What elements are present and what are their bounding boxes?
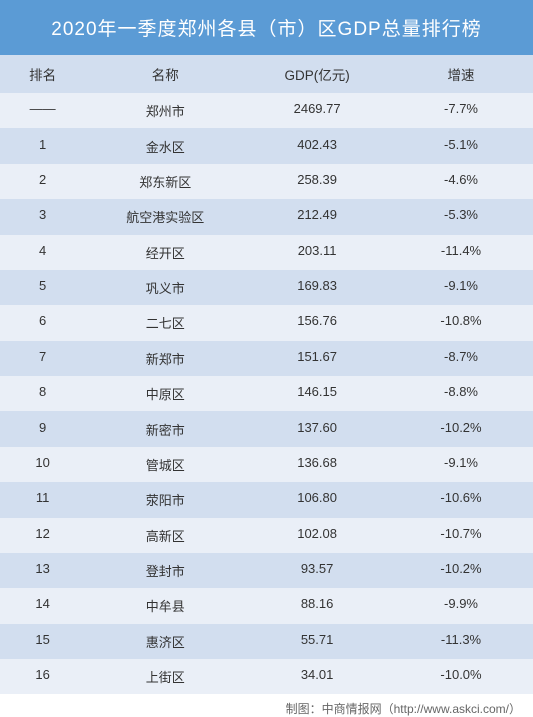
cell-gdp: 102.08 (245, 526, 389, 545)
cell-name: 巩义市 (85, 278, 245, 297)
table-row: 14中牟县88.16-9.9% (0, 588, 533, 623)
table-row: 2郑东新区258.39-4.6% (0, 164, 533, 199)
cell-name: 管城区 (85, 455, 245, 474)
cell-rank: —— (0, 101, 85, 120)
table-row: 10管城区136.68-9.1% (0, 447, 533, 482)
cell-gdp: 2469.77 (245, 101, 389, 120)
cell-name: 郑东新区 (85, 172, 245, 191)
cell-growth: -8.8% (389, 384, 533, 403)
cell-rank: 14 (0, 596, 85, 615)
cell-name: 金水区 (85, 137, 245, 156)
cell-growth: -10.0% (389, 667, 533, 686)
table-row: 4经开区203.11-11.4% (0, 235, 533, 270)
cell-growth: -10.8% (389, 313, 533, 332)
cell-name: 荥阳市 (85, 490, 245, 509)
cell-rank: 13 (0, 561, 85, 580)
table-row: 1金水区402.43-5.1% (0, 128, 533, 163)
header-growth: 增速 (389, 64, 533, 84)
cell-gdp: 169.83 (245, 278, 389, 297)
cell-rank: 1 (0, 137, 85, 156)
cell-rank: 6 (0, 313, 85, 332)
table-header-row: 排名 名称 GDP(亿元) 增速 (0, 55, 533, 93)
table-row: 9新密市137.60-10.2% (0, 411, 533, 446)
cell-rank: 8 (0, 384, 85, 403)
cell-growth: -11.4% (389, 243, 533, 262)
cell-name: 上街区 (85, 667, 245, 686)
table-body: ——郑州市2469.77-7.7%1金水区402.43-5.1%2郑东新区258… (0, 93, 533, 694)
cell-name: 经开区 (85, 243, 245, 262)
cell-growth: -10.2% (389, 420, 533, 439)
cell-growth: -9.1% (389, 455, 533, 474)
cell-gdp: 203.11 (245, 243, 389, 262)
cell-name: 二七区 (85, 313, 245, 332)
cell-rank: 2 (0, 172, 85, 191)
table-row: 16上街区34.01-10.0% (0, 659, 533, 694)
cell-growth: -9.9% (389, 596, 533, 615)
cell-gdp: 151.67 (245, 349, 389, 368)
table-row: 5巩义市169.83-9.1% (0, 270, 533, 305)
ranking-table: 2020年一季度郑州各县（市）区GDP总量排行榜 排名 名称 GDP(亿元) 增… (0, 0, 533, 717)
cell-rank: 11 (0, 490, 85, 509)
header-name: 名称 (85, 64, 245, 84)
table-row: 3航空港实验区212.49-5.3% (0, 199, 533, 234)
footer-credit: 制图：中商情报网（http://www.askci.com/） (0, 694, 533, 717)
cell-gdp: 106.80 (245, 490, 389, 509)
cell-gdp: 156.76 (245, 313, 389, 332)
cell-name: 登封市 (85, 561, 245, 580)
cell-rank: 7 (0, 349, 85, 368)
cell-growth: -10.6% (389, 490, 533, 509)
cell-name: 航空港实验区 (85, 207, 245, 226)
cell-growth: -7.7% (389, 101, 533, 120)
table-row: 11荥阳市106.80-10.6% (0, 482, 533, 517)
cell-gdp: 136.68 (245, 455, 389, 474)
table-row: 7新郑市151.67-8.7% (0, 341, 533, 376)
cell-gdp: 137.60 (245, 420, 389, 439)
cell-gdp: 212.49 (245, 207, 389, 226)
cell-gdp: 258.39 (245, 172, 389, 191)
cell-rank: 9 (0, 420, 85, 439)
table-row: 6二七区156.76-10.8% (0, 305, 533, 340)
cell-growth: -11.3% (389, 632, 533, 651)
table-title: 2020年一季度郑州各县（市）区GDP总量排行榜 (0, 0, 533, 55)
cell-growth: -5.1% (389, 137, 533, 156)
cell-gdp: 93.57 (245, 561, 389, 580)
cell-rank: 4 (0, 243, 85, 262)
cell-rank: 10 (0, 455, 85, 474)
cell-name: 中原区 (85, 384, 245, 403)
cell-growth: -5.3% (389, 207, 533, 226)
cell-gdp: 55.71 (245, 632, 389, 651)
cell-growth: -8.7% (389, 349, 533, 368)
cell-rank: 5 (0, 278, 85, 297)
table-row: 8中原区146.15-8.8% (0, 376, 533, 411)
cell-gdp: 88.16 (245, 596, 389, 615)
cell-gdp: 34.01 (245, 667, 389, 686)
table-row: 15惠济区55.71-11.3% (0, 624, 533, 659)
header-rank: 排名 (0, 64, 85, 84)
cell-name: 郑州市 (85, 101, 245, 120)
table-row: 13登封市93.57-10.2% (0, 553, 533, 588)
cell-name: 新密市 (85, 420, 245, 439)
cell-growth: -4.6% (389, 172, 533, 191)
table-row: ——郑州市2469.77-7.7% (0, 93, 533, 128)
cell-name: 高新区 (85, 526, 245, 545)
cell-name: 惠济区 (85, 632, 245, 651)
table-row: 12高新区102.08-10.7% (0, 518, 533, 553)
cell-rank: 16 (0, 667, 85, 686)
cell-gdp: 402.43 (245, 137, 389, 156)
cell-gdp: 146.15 (245, 384, 389, 403)
cell-rank: 3 (0, 207, 85, 226)
cell-rank: 15 (0, 632, 85, 651)
cell-growth: -10.2% (389, 561, 533, 580)
cell-growth: -9.1% (389, 278, 533, 297)
cell-growth: -10.7% (389, 526, 533, 545)
cell-name: 中牟县 (85, 596, 245, 615)
cell-name: 新郑市 (85, 349, 245, 368)
cell-rank: 12 (0, 526, 85, 545)
header-gdp: GDP(亿元) (245, 64, 389, 84)
